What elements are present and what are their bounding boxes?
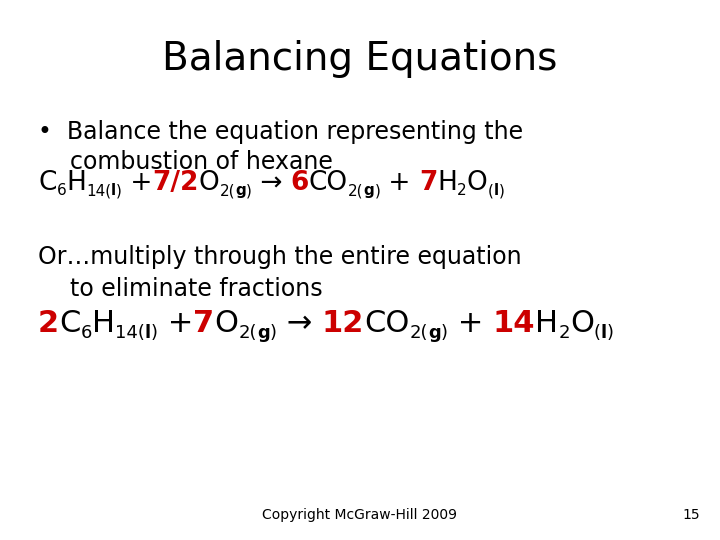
Text: CO: CO (364, 309, 410, 338)
Text: 6: 6 (56, 183, 66, 198)
Text: ): ) (607, 324, 614, 342)
Text: ): ) (269, 324, 276, 342)
Text: g: g (364, 183, 374, 198)
Text: C: C (38, 170, 56, 196)
Text: H: H (535, 309, 558, 338)
Text: H: H (92, 309, 115, 338)
Text: →: → (252, 170, 291, 196)
Text: g: g (235, 183, 246, 198)
Text: H: H (66, 170, 86, 196)
Text: CO: CO (309, 170, 348, 196)
Text: l: l (145, 324, 151, 342)
Text: O: O (467, 170, 487, 196)
Text: 2: 2 (38, 309, 59, 338)
Text: ): ) (151, 324, 158, 342)
Text: 7: 7 (193, 309, 215, 338)
Text: 2(: 2( (220, 183, 235, 198)
Text: l: l (111, 183, 116, 198)
Text: (: ( (487, 183, 493, 198)
Text: 14(: 14( (86, 183, 111, 198)
Text: Or…multiply through the entire equation: Or…multiply through the entire equation (38, 245, 521, 269)
Text: 6: 6 (291, 170, 309, 196)
Text: l: l (493, 183, 499, 198)
Text: 14(: 14( (115, 324, 145, 342)
Text: 7: 7 (419, 170, 437, 196)
Text: ): ) (441, 324, 448, 342)
Text: 2(: 2( (410, 324, 428, 342)
Text: O: O (215, 309, 238, 338)
Text: +: + (448, 309, 492, 338)
Text: ): ) (374, 183, 380, 198)
Text: O: O (570, 309, 594, 338)
Text: +: + (380, 170, 419, 196)
Text: ): ) (246, 183, 252, 198)
Text: 7/2: 7/2 (153, 170, 199, 196)
Text: 2(: 2( (348, 183, 364, 198)
Text: (: ( (594, 324, 600, 342)
Text: H: H (437, 170, 457, 196)
Text: →: → (276, 309, 322, 338)
Text: ): ) (499, 183, 505, 198)
Text: +: + (122, 170, 153, 196)
Text: g: g (257, 324, 269, 342)
Text: to eliminate fractions: to eliminate fractions (70, 277, 323, 301)
Text: +: + (158, 309, 193, 338)
Text: 6: 6 (81, 324, 92, 342)
Text: Copyright McGraw-Hill 2009: Copyright McGraw-Hill 2009 (263, 508, 457, 522)
Text: Balancing Equations: Balancing Equations (162, 40, 558, 78)
Text: combustion of hexane: combustion of hexane (70, 150, 333, 174)
Text: •  Balance the equation representing the: • Balance the equation representing the (38, 120, 523, 144)
Text: 2: 2 (558, 324, 570, 342)
Text: g: g (428, 324, 441, 342)
Text: C: C (59, 309, 81, 338)
Text: 15: 15 (683, 508, 700, 522)
Text: 14: 14 (492, 309, 535, 338)
Text: ): ) (116, 183, 122, 198)
Text: 2: 2 (457, 183, 467, 198)
Text: l: l (600, 324, 607, 342)
Text: 12: 12 (322, 309, 364, 338)
Text: 2(: 2( (238, 324, 257, 342)
Text: O: O (199, 170, 220, 196)
